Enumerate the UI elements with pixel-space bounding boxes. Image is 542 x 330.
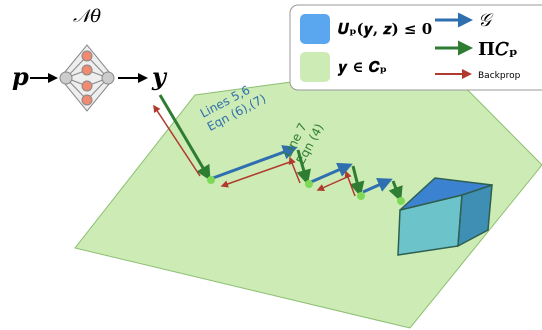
legend-label: 𝑼ₚ(𝒚, 𝒛) ≤ 𝟎 [338,20,432,38]
diagram: 𝒩θ p y Lines 5,6Eqn (6),(7) Line 7Eq [0,0,542,330]
legend-swatch [300,52,330,82]
legend-label: 𝒚 ∈ 𝑪ₚ [337,58,387,76]
legend-swatch [300,14,330,44]
legend-label: 𝚷𝐶ₚ [478,39,518,60]
legend-label: Backprop [478,71,521,81]
network-icon [60,45,114,111]
network-label: 𝒩θ [73,6,101,27]
output-label: y [151,62,168,91]
input-label: p [12,62,29,91]
